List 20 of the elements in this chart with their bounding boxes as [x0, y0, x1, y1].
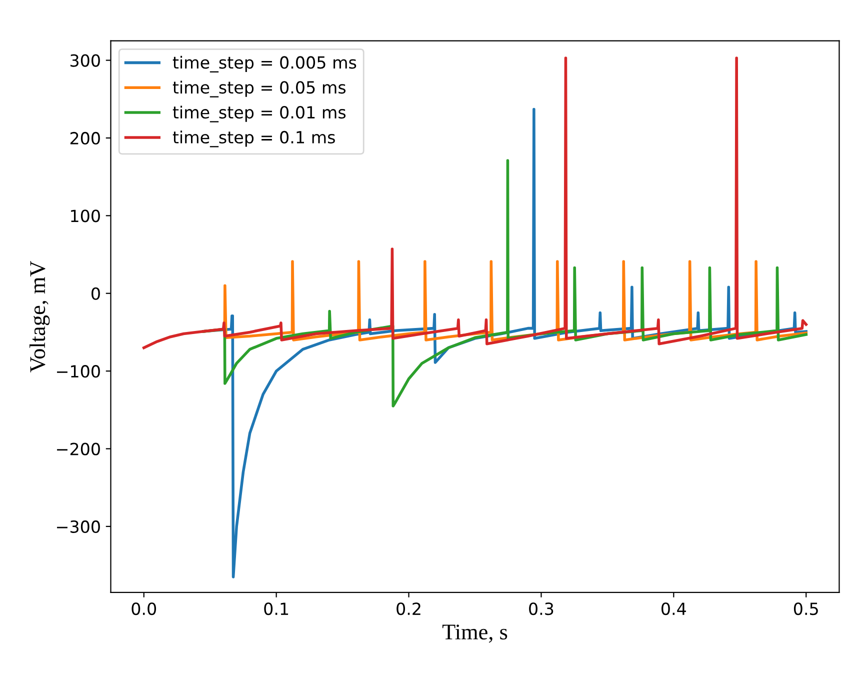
y-tick-label: 0 [92, 287, 100, 300]
y-tick-label: −100 [57, 365, 100, 378]
x-tick-label: 0.5 [794, 602, 818, 616]
legend-label: time_step = 0.05 ms [172, 80, 346, 98]
x-tick-label: 0.0 [132, 602, 156, 616]
y-tick-label: 100 [71, 210, 100, 222]
legend-label: time_step = 0.005 ms [172, 56, 356, 72]
x-tick-label: 0.1 [264, 602, 288, 616]
y-tick-label: −200 [57, 442, 100, 456]
y-tick-label: 200 [70, 132, 100, 145]
x-tick-label: 0.3 [529, 602, 554, 616]
y-tick-label: −300 [57, 520, 100, 533]
line-series [142, 56, 808, 350]
x-tick-label: 0.2 [396, 602, 420, 616]
y-tick-label: 300 [70, 54, 100, 67]
legend-label: time_step = 0.1 ms [172, 130, 335, 148]
y-axis-title: Voltage, mV [29, 260, 50, 372]
legend-label: time_step = 0.01 ms [172, 106, 346, 122]
x-tick-label: 0.4 [662, 602, 686, 616]
x-axis-title: Time, s [442, 624, 508, 643]
